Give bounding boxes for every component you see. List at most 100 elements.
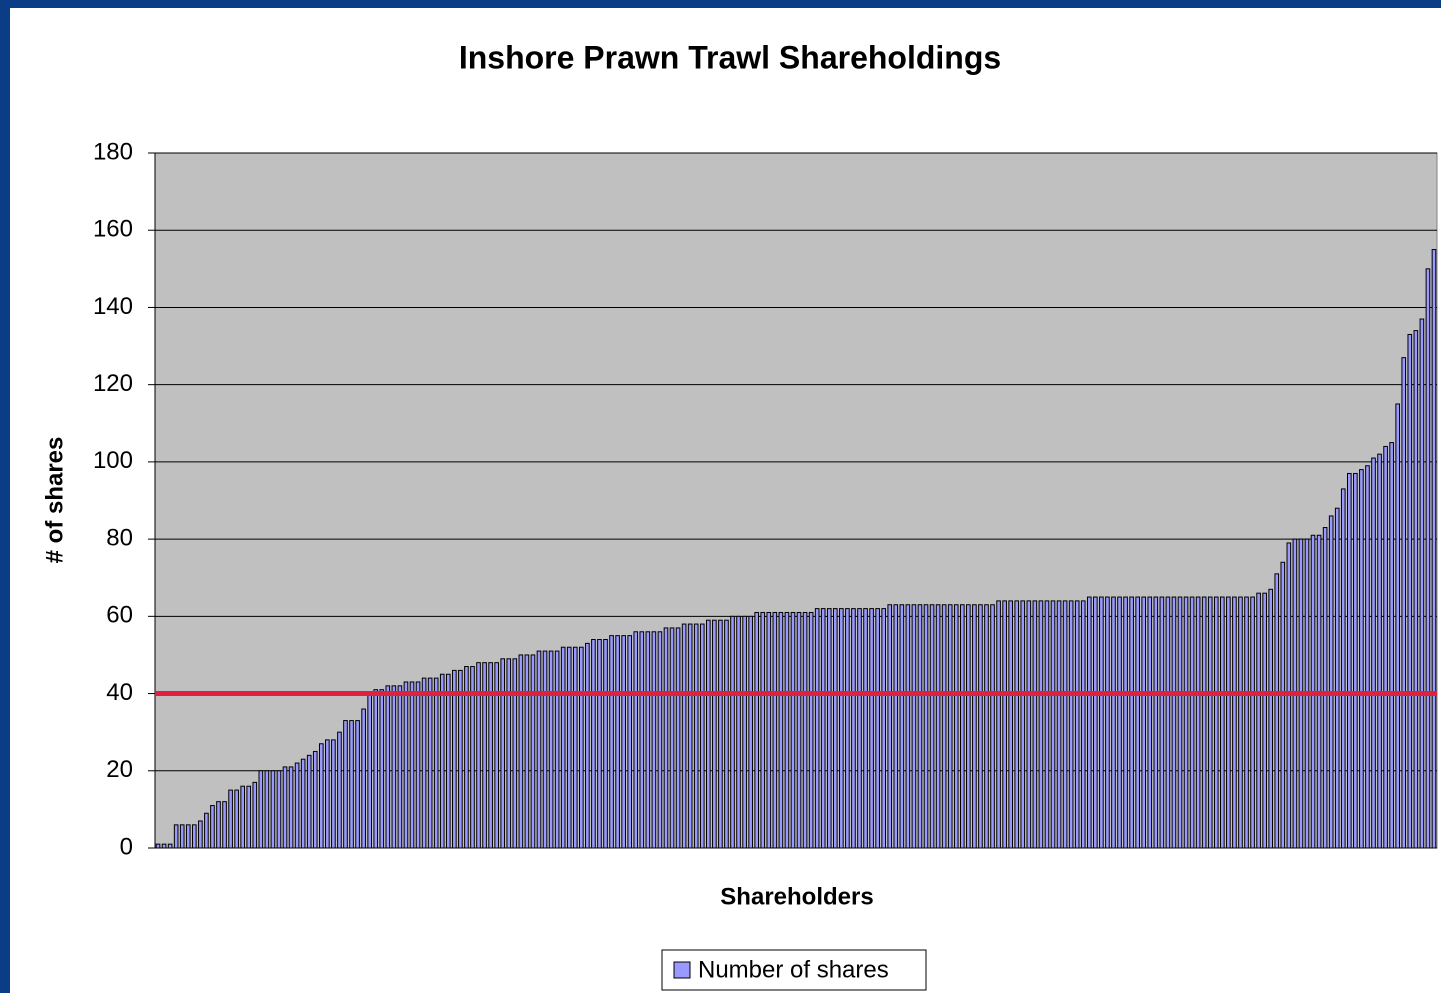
bar [1280, 561, 1286, 849]
bar [1250, 596, 1255, 849]
bar [742, 615, 747, 849]
bar [832, 608, 838, 849]
bar [204, 812, 209, 849]
bar [663, 627, 669, 849]
bar [724, 619, 729, 849]
bar [645, 631, 651, 849]
y-tick-label: 100 [93, 447, 133, 474]
bar [476, 662, 481, 849]
bar [1262, 592, 1267, 849]
bar [639, 631, 645, 849]
bar [1050, 600, 1056, 849]
bar [439, 673, 445, 849]
bar [1123, 596, 1128, 849]
bar [1002, 600, 1007, 849]
bar [887, 604, 893, 849]
bar [651, 631, 657, 849]
bar [1419, 318, 1425, 849]
bar [857, 608, 862, 849]
bar [403, 681, 409, 849]
y-tick-label: 0 [120, 833, 133, 860]
bar [1334, 507, 1340, 849]
bar [318, 743, 324, 849]
bar [1365, 465, 1370, 849]
bar [712, 619, 717, 849]
bar [198, 820, 203, 849]
bar [216, 801, 221, 849]
bar [240, 785, 245, 849]
bar [572, 646, 578, 849]
bar [361, 708, 366, 849]
bar [1080, 600, 1086, 849]
bar [669, 627, 675, 849]
bar [1068, 600, 1074, 849]
bar [355, 720, 360, 849]
bar [839, 608, 844, 849]
y-tick-label: 80 [106, 524, 133, 551]
bar [458, 669, 463, 849]
bar [191, 824, 197, 849]
y-tick-label: 40 [106, 679, 133, 706]
bar [1371, 457, 1376, 849]
bar [1244, 596, 1249, 849]
bar [427, 677, 433, 849]
bar [482, 662, 487, 849]
bar [621, 635, 626, 849]
bar [881, 608, 886, 849]
bar [1383, 445, 1388, 849]
bar [1153, 596, 1159, 849]
bar [433, 677, 439, 849]
bar [1226, 596, 1231, 849]
bar [306, 754, 312, 849]
bar [1086, 596, 1092, 849]
bar [1389, 442, 1394, 849]
bar [790, 611, 796, 849]
bar [1177, 596, 1183, 849]
bar [1189, 596, 1195, 849]
bar [155, 843, 161, 849]
bar [1340, 488, 1346, 849]
bar [966, 604, 971, 849]
bar [754, 611, 760, 849]
bar [288, 766, 294, 849]
bar [826, 608, 832, 849]
bar [488, 662, 493, 849]
bar [524, 654, 530, 849]
bar [1232, 596, 1237, 849]
bar [875, 608, 880, 849]
bar [421, 677, 427, 849]
bar [270, 770, 276, 849]
bar [845, 608, 850, 849]
bar [536, 650, 542, 849]
bar [1407, 333, 1413, 849]
bar [718, 619, 723, 849]
bar [210, 805, 215, 849]
bar [814, 608, 820, 849]
bar [530, 654, 536, 849]
bar [820, 608, 826, 849]
bar [1353, 472, 1358, 849]
bar [923, 604, 929, 849]
bar [1056, 600, 1062, 849]
bar [978, 604, 983, 849]
bar [1268, 588, 1274, 849]
bar [730, 615, 735, 849]
bar [1256, 592, 1261, 849]
bar [627, 635, 633, 849]
bar [312, 750, 318, 849]
bar [760, 611, 766, 849]
bar [566, 646, 572, 849]
bar [409, 681, 415, 849]
bar [1377, 453, 1382, 849]
y-tick-label: 180 [93, 138, 133, 165]
bar [1171, 596, 1177, 849]
bar [1431, 249, 1437, 849]
bar [1322, 527, 1328, 849]
bar [693, 623, 699, 849]
bar [851, 608, 856, 849]
bar [512, 658, 518, 849]
bar [1147, 596, 1153, 849]
chart-title: Inshore Prawn Trawl Shareholdings [459, 39, 1001, 75]
bar [1401, 357, 1407, 849]
